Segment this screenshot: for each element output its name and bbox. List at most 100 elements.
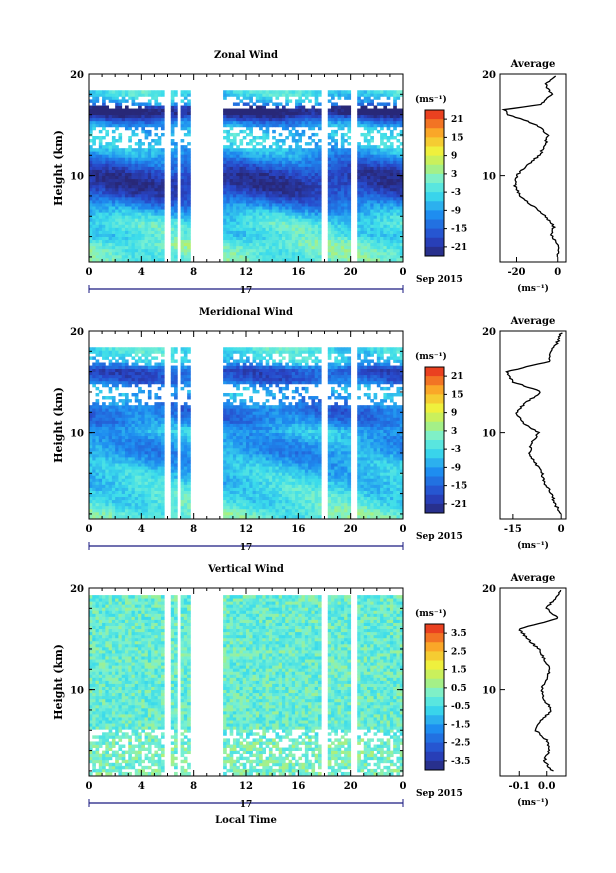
heat-cell [98, 511, 103, 516]
heat-cell [239, 227, 244, 231]
heat-cell [118, 160, 123, 164]
heat-cell [327, 224, 332, 228]
heat-cell [131, 450, 136, 455]
heat-cell [187, 111, 191, 116]
heat-cell [232, 175, 237, 180]
heat-cell [268, 218, 273, 222]
heat-cell [291, 111, 296, 116]
heat-cell [232, 151, 237, 155]
heat-cell [232, 148, 237, 152]
x-tick-label: 0 [400, 267, 407, 278]
heat-cell [131, 365, 136, 369]
heat-cell [108, 224, 113, 228]
heat-cell [147, 181, 152, 186]
heat-cell [144, 163, 149, 167]
heat-cell [108, 254, 113, 259]
heat-cell [92, 453, 96, 458]
heat-cell [308, 99, 312, 103]
heat-cell [308, 239, 312, 244]
heat-cell [295, 108, 299, 112]
heat-cell [262, 145, 267, 149]
heat-cell [147, 151, 152, 155]
heat-cell [239, 157, 244, 161]
heat-cell [115, 139, 119, 143]
heat-cell [301, 169, 306, 173]
heat-cell [308, 236, 312, 241]
heat-cell [370, 181, 374, 186]
heat-cell [141, 224, 145, 228]
heat-cell [291, 196, 296, 201]
heat-cell [236, 108, 240, 112]
heat-cell [105, 508, 110, 513]
heat-cell [389, 187, 394, 192]
heat-cell [311, 123, 316, 128]
heat-cell [92, 463, 96, 467]
heat-cell [334, 111, 338, 116]
heat-cell [102, 435, 106, 440]
heat-cell [124, 374, 129, 379]
heat-cell [255, 154, 260, 158]
heat-cell [102, 508, 106, 513]
heat-cell [92, 166, 96, 170]
heat-cell [393, 148, 397, 152]
heat-cell [246, 120, 250, 125]
heat-cell [121, 472, 126, 476]
heat-cell [232, 178, 237, 183]
heat-cell [118, 368, 123, 373]
heat-cell [304, 90, 309, 94]
heat-cell [89, 374, 93, 379]
heat-cell [281, 203, 286, 207]
heat-cell [363, 157, 368, 161]
heat-cell [317, 154, 322, 158]
heat-cell [229, 221, 234, 225]
heat-cell [151, 227, 155, 231]
heat-cell [242, 236, 247, 241]
heat-cell [239, 239, 244, 244]
heat-cell [311, 239, 316, 244]
heat-cell [232, 163, 237, 167]
heat-cell [115, 200, 119, 204]
heat-cell [121, 408, 126, 412]
heat-cell [89, 505, 93, 510]
heat-cell [308, 196, 312, 201]
heat-cell [144, 105, 149, 109]
heat-cell [383, 172, 388, 177]
heat-cell [105, 411, 110, 415]
heat-cell [92, 227, 96, 231]
heat-cell [128, 135, 132, 140]
heat-cell [124, 245, 129, 250]
heat-cell [95, 399, 100, 403]
heat-cell [357, 96, 361, 100]
heat-cell [118, 236, 123, 241]
heat-cell [268, 190, 273, 195]
heat-cell [291, 90, 296, 94]
heat-cell [134, 368, 139, 373]
heat-cell [147, 203, 152, 207]
heat-cell [147, 239, 152, 244]
heat-cell [108, 218, 113, 222]
heat-cell [121, 154, 126, 158]
heat-cell [360, 227, 365, 231]
heat-cell [396, 257, 401, 262]
heat-cell [102, 245, 106, 250]
heat-cell [295, 151, 299, 155]
heat-cell [141, 206, 145, 210]
heat-cell [301, 227, 306, 231]
heat-cell [367, 212, 371, 216]
heat-cell [255, 224, 260, 228]
heat-cell [331, 90, 335, 94]
heat-cell [340, 230, 345, 234]
heat-cell [138, 257, 142, 262]
heat-cell [265, 132, 270, 137]
heat-cell [357, 123, 361, 128]
heat-cell [255, 160, 260, 164]
heat-cell [360, 90, 365, 94]
heat-cell [95, 111, 100, 116]
heat-cell [131, 347, 136, 351]
heat-cell [92, 460, 96, 464]
heat-cell [141, 157, 145, 161]
heat-cell [331, 221, 335, 225]
heat-cell [183, 200, 188, 204]
heat-cell [249, 154, 253, 158]
heat-cell [249, 196, 253, 201]
